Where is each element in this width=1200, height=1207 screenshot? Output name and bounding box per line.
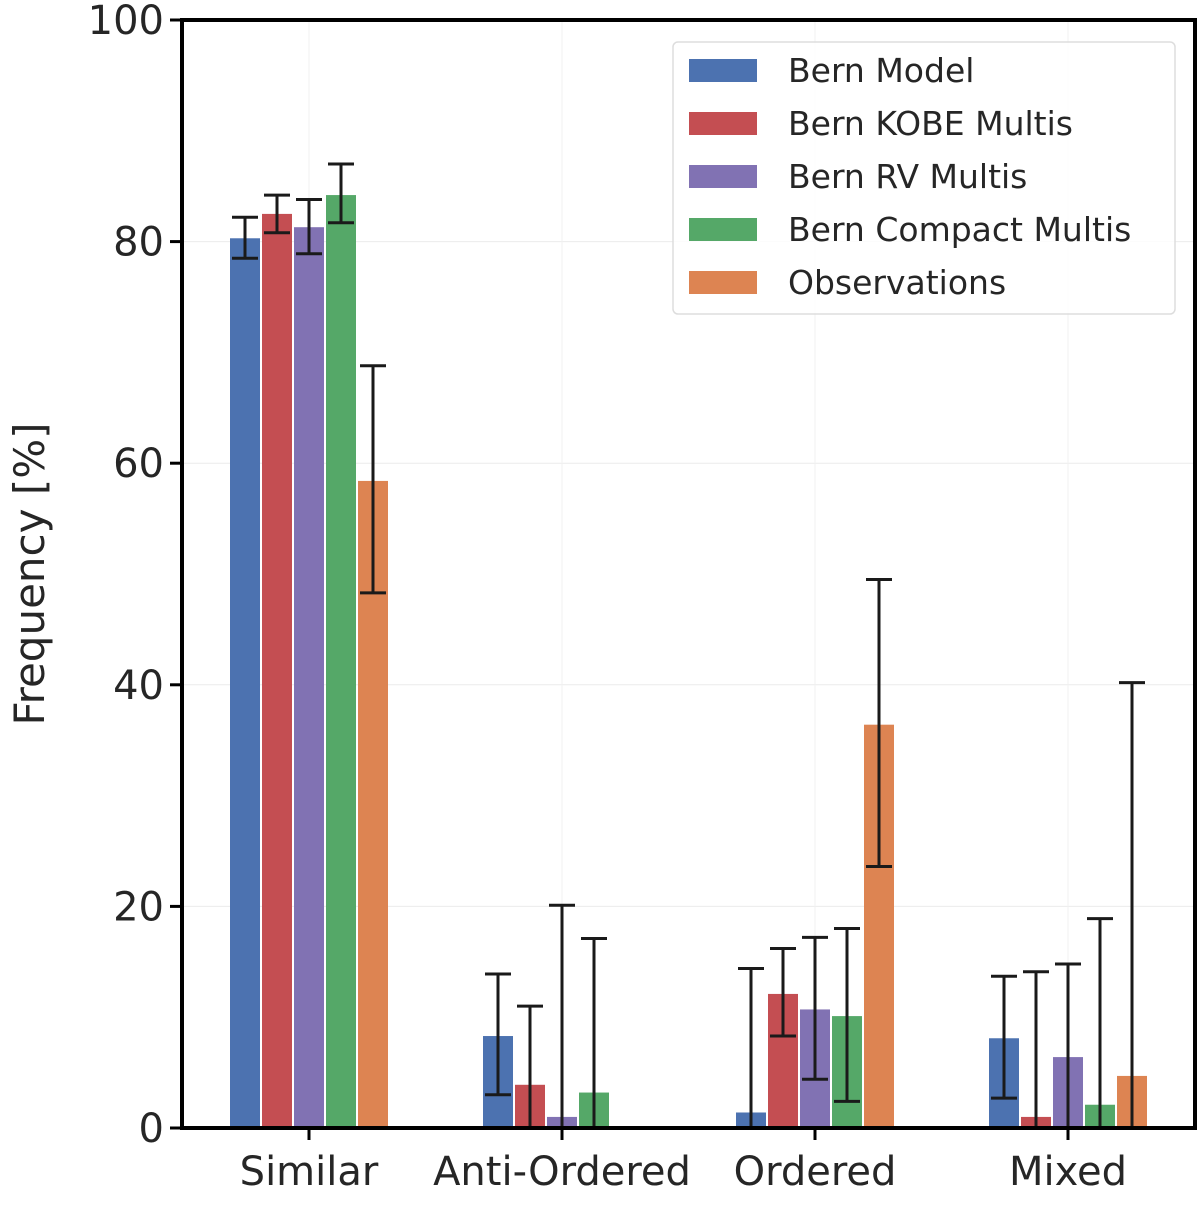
y-tick-label: 100 [88, 0, 164, 44]
legend-label: Bern RV Multis [788, 157, 1027, 196]
plot-frame [180, 18, 1197, 1130]
x-tick-label: Similar [240, 1149, 379, 1195]
legend-swatch [689, 112, 757, 135]
y-tick-label: 0 [139, 1106, 164, 1152]
bar [230, 238, 260, 1128]
legend-swatch [689, 165, 757, 188]
x-tick-label: Mixed [1009, 1149, 1127, 1195]
legend-label: Bern Model [788, 51, 974, 90]
y-tick-label: 60 [113, 441, 164, 487]
legend-label: Bern KOBE Multis [788, 104, 1073, 143]
legend-swatch [689, 218, 757, 241]
bar-layer [230, 195, 1147, 1129]
bar [326, 195, 356, 1129]
x-tick-label: Ordered [734, 1149, 897, 1195]
y-tick-label: 80 [113, 220, 164, 266]
y-tick-label: 40 [113, 663, 164, 709]
bar [262, 213, 292, 1128]
legend-items: Bern Model Bern KOBE Multis Bern RV Multis… [689, 51, 1131, 302]
legend-label: Observations [788, 263, 1006, 302]
bar [294, 227, 324, 1129]
legend-swatch [689, 271, 757, 294]
y-tick-label: 20 [113, 884, 164, 930]
y-axis: 0 20 40 60 80 100 [88, 0, 182, 1152]
legend-frame [672, 41, 1176, 315]
legend: Bern Model Bern KOBE Multis Bern RV Multis… [672, 41, 1176, 315]
x-tick-label: Anti-Ordered [433, 1149, 691, 1195]
x-axis: Similar Anti-Ordered Ordered Mixed [240, 1128, 1127, 1195]
y-axis-label: Frequency [%] [5, 422, 54, 725]
legend-label: Bern Compact Multis [788, 210, 1131, 249]
legend-swatch [689, 59, 757, 82]
